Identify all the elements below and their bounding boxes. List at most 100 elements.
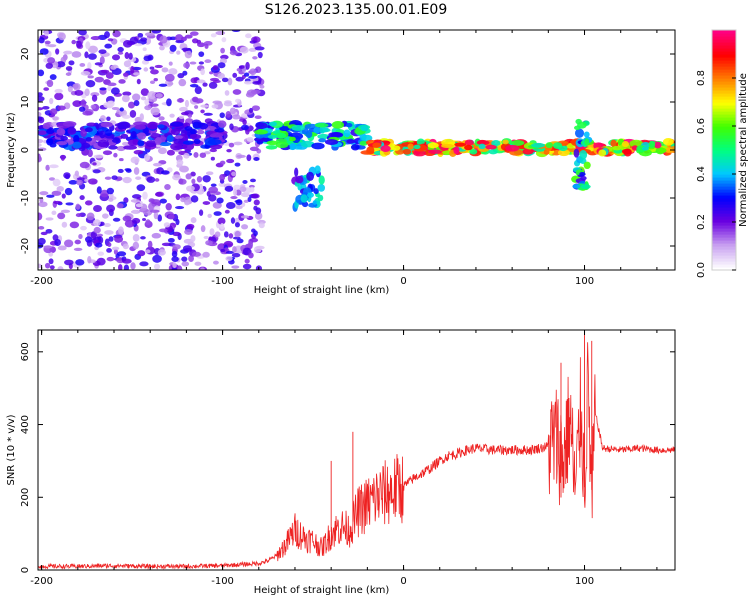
spectral-band-blob (346, 139, 355, 144)
spectral-blob (71, 51, 82, 58)
spectral-blob (242, 180, 248, 184)
spectral-blob (252, 80, 262, 85)
spectral-blob (68, 60, 75, 66)
spectral-blob (233, 141, 243, 146)
spectral-band-blob (488, 149, 498, 155)
spectral-blob (253, 246, 262, 253)
snr-ytick-label: 400 (20, 415, 31, 434)
spectral-blob (84, 200, 93, 206)
spectral-blob (226, 158, 235, 164)
spectral-blob (214, 231, 221, 238)
spectral-blob (167, 237, 175, 243)
spectral-blob (79, 161, 90, 169)
spectral-blob (212, 65, 219, 71)
spectral-blob (203, 235, 210, 240)
spectral-blob (179, 106, 188, 112)
spectral-band-blob (81, 142, 91, 149)
spectral-feature-blob (572, 184, 581, 189)
colorbar-segment (712, 102, 736, 106)
spectral-blob (44, 262, 51, 269)
spectral-band-blob (360, 125, 369, 132)
spectral-blob (168, 68, 178, 75)
colorbar-segment (712, 75, 736, 79)
spectral-band-blob (485, 144, 497, 150)
spectral-blob (87, 62, 92, 70)
spectral-blob (133, 149, 144, 155)
spectral-blob (152, 162, 163, 167)
spectral-blob (38, 37, 45, 44)
spectral-blob (164, 73, 175, 82)
spectral-blob (38, 226, 45, 230)
colorbar-segment (712, 243, 736, 247)
colorbar-segment (712, 153, 736, 157)
spectral-blob (178, 178, 187, 185)
snr-xtick-label: -200 (30, 576, 53, 587)
colorbar-segment (712, 192, 736, 196)
colorbar-tick-label: 0.0 (696, 262, 707, 278)
spectral-blob (153, 211, 159, 220)
spectral-blob (208, 194, 217, 202)
spectral-blob (225, 256, 233, 262)
spectral-blob (38, 143, 42, 147)
spectral-band-blob (170, 142, 183, 151)
spectral-band-blob (653, 141, 662, 149)
spectral-blob (38, 95, 45, 102)
spectral-blob (240, 192, 251, 198)
colorbar-segment (712, 237, 736, 241)
spectral-blob (92, 219, 101, 227)
spectral-band-blob (380, 145, 391, 153)
spectral-band-blob (648, 140, 656, 149)
spectral-band-blob (641, 146, 649, 151)
spectral-band-blob (104, 129, 113, 136)
spectral-blob (130, 262, 136, 270)
spectral-blob (209, 228, 215, 236)
spectral-blob (40, 231, 48, 236)
spectral-blob (79, 195, 85, 201)
colorbar-segment (712, 246, 736, 250)
spectral-band-blob (166, 134, 174, 143)
spectral-blob (181, 261, 190, 267)
spectral-blob (219, 112, 225, 119)
spectral-blob (94, 242, 103, 248)
spectral-blob (248, 47, 257, 52)
spectral-blob (200, 267, 205, 270)
spectral-blob (249, 40, 257, 44)
spectral-blob (159, 35, 168, 44)
spectral-blob (60, 209, 71, 214)
colorbar-segment (712, 93, 736, 97)
spectral-blob (167, 81, 174, 86)
spectral-band-blob (289, 136, 296, 142)
colorbar-segment (712, 87, 736, 91)
spectral-blob (98, 49, 107, 54)
spectral-blob (61, 221, 68, 228)
spectral-blob (166, 98, 172, 107)
spectral-blob (194, 261, 202, 266)
spectral-blob (74, 239, 81, 245)
spectral-blob (131, 209, 138, 214)
spectral-blob (87, 53, 97, 60)
colorbar-segment (712, 63, 736, 67)
spectral-blob (133, 72, 141, 76)
spectral-band-blob (428, 149, 442, 154)
spectral-blob (259, 84, 265, 89)
spectral-blob (124, 52, 130, 59)
spectral-blob (102, 213, 109, 219)
spectral-blob (183, 152, 190, 159)
spectral-blob (149, 209, 160, 213)
spectral-blob (153, 263, 161, 270)
spectral-blob (185, 173, 192, 180)
spectral-blob (71, 39, 77, 45)
spectral-band-blob (311, 142, 325, 150)
spectral-blob (46, 79, 54, 88)
colorbar-segment (712, 66, 736, 70)
spectral-band-blob (453, 146, 460, 155)
spectral-blob (47, 57, 56, 64)
spectral-band-blob (621, 140, 629, 148)
spectral-blob (108, 236, 114, 242)
colorbar-segment (712, 195, 736, 199)
colorbar-segment (712, 129, 736, 133)
spectral-blob (255, 66, 262, 74)
spectral-blob (122, 114, 131, 119)
spectral-blob (100, 189, 109, 198)
spectral-blob (135, 176, 142, 180)
